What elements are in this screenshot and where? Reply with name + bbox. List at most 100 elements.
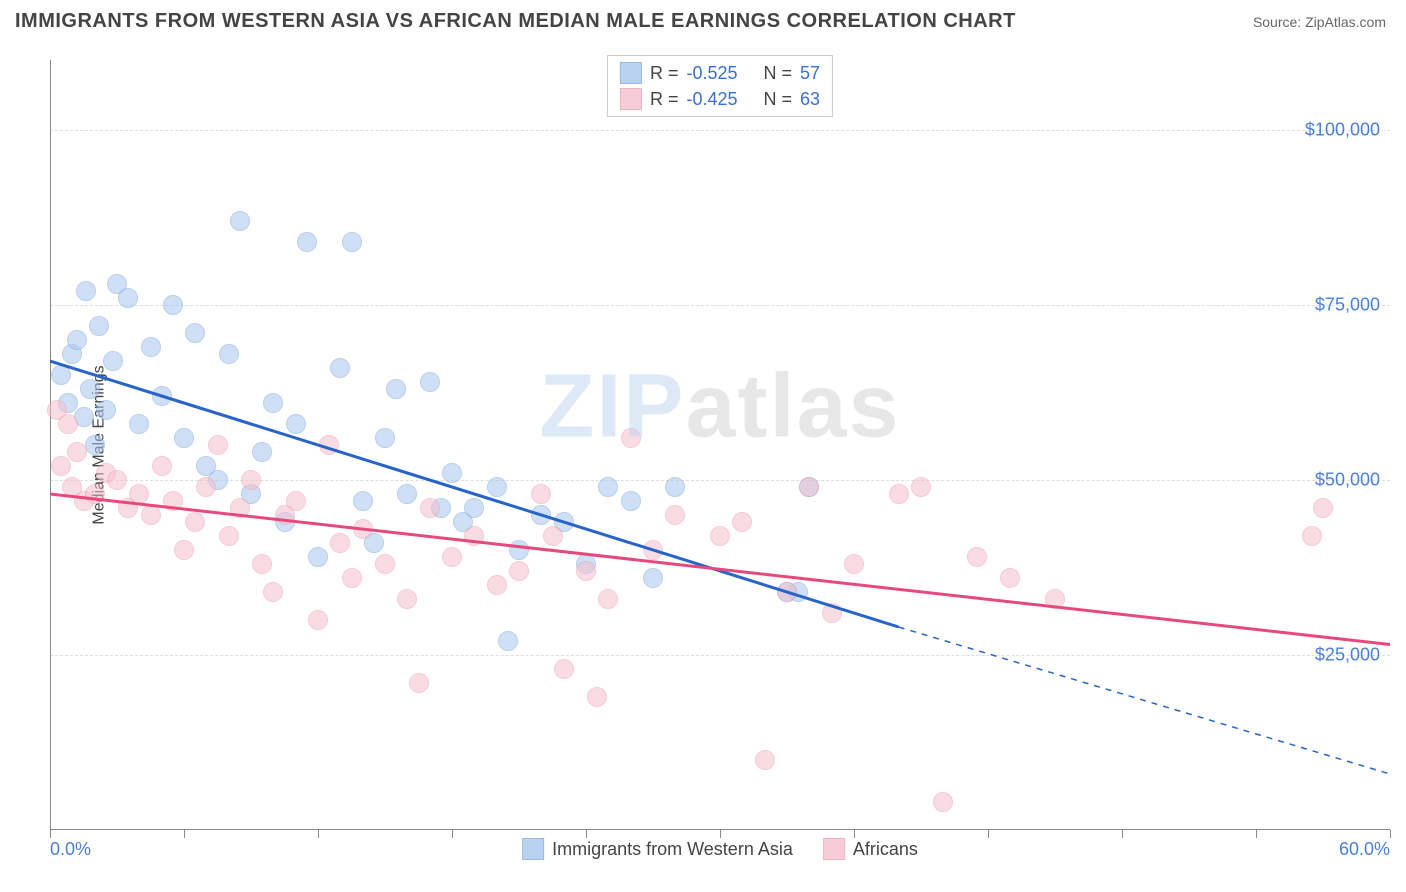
scatter-point-series2	[643, 540, 663, 560]
scatter-point-series2	[777, 582, 797, 602]
scatter-point-series2	[509, 561, 529, 581]
legend-swatch-bottom-2	[823, 838, 845, 860]
scatter-point-series2	[531, 484, 551, 504]
scatter-point-series1	[386, 379, 406, 399]
scatter-point-series1	[230, 211, 250, 231]
y-tick-label: $50,000	[1315, 470, 1380, 491]
gridline	[50, 655, 1390, 656]
scatter-point-series2	[219, 526, 239, 546]
scatter-point-series2	[1313, 498, 1333, 518]
y-axis-line	[50, 60, 51, 830]
scatter-point-series1	[163, 295, 183, 315]
source-attribution: Source: ZipAtlas.com	[1253, 14, 1386, 30]
scatter-point-series1	[219, 344, 239, 364]
scatter-point-series1	[509, 540, 529, 560]
scatter-point-series2	[889, 484, 909, 504]
scatter-point-series2	[844, 554, 864, 574]
scatter-point-series1	[85, 435, 105, 455]
legend-swatch-series1	[620, 62, 642, 84]
scatter-point-series2	[822, 603, 842, 623]
x-axis-start-label: 0.0%	[50, 839, 91, 860]
scatter-point-series2	[409, 673, 429, 693]
scatter-point-series1	[129, 414, 149, 434]
scatter-point-series1	[598, 477, 618, 497]
scatter-point-series1	[330, 358, 350, 378]
scatter-point-series2	[420, 498, 440, 518]
scatter-point-series2	[353, 519, 373, 539]
scatter-point-series2	[576, 561, 596, 581]
scatter-point-series1	[80, 379, 100, 399]
x-tick	[318, 830, 319, 838]
legend-item-series1: Immigrants from Western Asia	[522, 838, 793, 860]
scatter-point-series2	[710, 526, 730, 546]
scatter-point-series2	[152, 456, 172, 476]
scatter-point-series1	[252, 442, 272, 462]
scatter-point-series2	[464, 526, 484, 546]
series-legend: Immigrants from Western Asia Africans	[522, 838, 918, 860]
scatter-point-series2	[85, 484, 105, 504]
scatter-point-series2	[911, 477, 931, 497]
scatter-point-series1	[308, 547, 328, 567]
scatter-point-series2	[263, 582, 283, 602]
scatter-point-series2	[487, 575, 507, 595]
scatter-point-series2	[174, 540, 194, 560]
scatter-point-series2	[598, 589, 618, 609]
gridline	[50, 130, 1390, 131]
scatter-point-series2	[67, 442, 87, 462]
scatter-point-series2	[129, 484, 149, 504]
scatter-point-series2	[732, 512, 752, 532]
scatter-point-series2	[230, 498, 250, 518]
scatter-point-series2	[621, 428, 641, 448]
x-tick	[586, 830, 587, 838]
scatter-point-series1	[487, 477, 507, 497]
scatter-point-series1	[96, 400, 116, 420]
scatter-point-series2	[141, 505, 161, 525]
scatter-point-series1	[103, 351, 123, 371]
scatter-point-series2	[308, 610, 328, 630]
x-tick	[452, 830, 453, 838]
scatter-point-series2	[755, 750, 775, 770]
x-tick	[988, 830, 989, 838]
gridline	[50, 305, 1390, 306]
legend-swatch-series2	[620, 88, 642, 110]
x-tick	[854, 830, 855, 838]
x-tick	[184, 830, 185, 838]
x-tick	[1390, 830, 1391, 838]
scatter-point-series2	[252, 554, 272, 574]
scatter-point-series1	[297, 232, 317, 252]
scatter-point-series1	[643, 568, 663, 588]
y-tick-label: $75,000	[1315, 295, 1380, 316]
scatter-point-series1	[286, 414, 306, 434]
scatter-point-series2	[319, 435, 339, 455]
scatter-point-series2	[1045, 589, 1065, 609]
scatter-point-series1	[375, 428, 395, 448]
legend-swatch-bottom-1	[522, 838, 544, 860]
scatter-point-series1	[621, 491, 641, 511]
x-tick	[50, 830, 51, 838]
scatter-point-series2	[1000, 568, 1020, 588]
scatter-point-series1	[353, 491, 373, 511]
trend-line	[50, 494, 1390, 645]
scatter-point-series2	[442, 547, 462, 567]
y-tick-label: $25,000	[1315, 645, 1380, 666]
correlation-legend: R = -0.525 N = 57 R = -0.425 N = 63	[607, 55, 833, 117]
scatter-point-series1	[464, 498, 484, 518]
scatter-point-series2	[587, 687, 607, 707]
scatter-point-series2	[397, 589, 417, 609]
watermark: ZIPatlas	[539, 355, 900, 458]
scatter-point-series1	[152, 386, 172, 406]
scatter-point-series2	[185, 512, 205, 532]
scatter-point-series1	[397, 484, 417, 504]
x-axis-end-label: 60.0%	[1339, 839, 1390, 860]
scatter-point-series1	[420, 372, 440, 392]
chart-header: IMMIGRANTS FROM WESTERN ASIA VS AFRICAN …	[0, 0, 1406, 38]
scatter-point-series2	[554, 659, 574, 679]
scatter-point-series1	[531, 505, 551, 525]
scatter-point-series2	[163, 491, 183, 511]
scatter-point-series1	[89, 316, 109, 336]
scatter-point-series2	[208, 435, 228, 455]
x-tick	[720, 830, 721, 838]
legend-row-series2: R = -0.425 N = 63	[620, 86, 820, 112]
scatter-point-series2	[967, 547, 987, 567]
chart-title: IMMIGRANTS FROM WESTERN ASIA VS AFRICAN …	[15, 10, 1016, 33]
